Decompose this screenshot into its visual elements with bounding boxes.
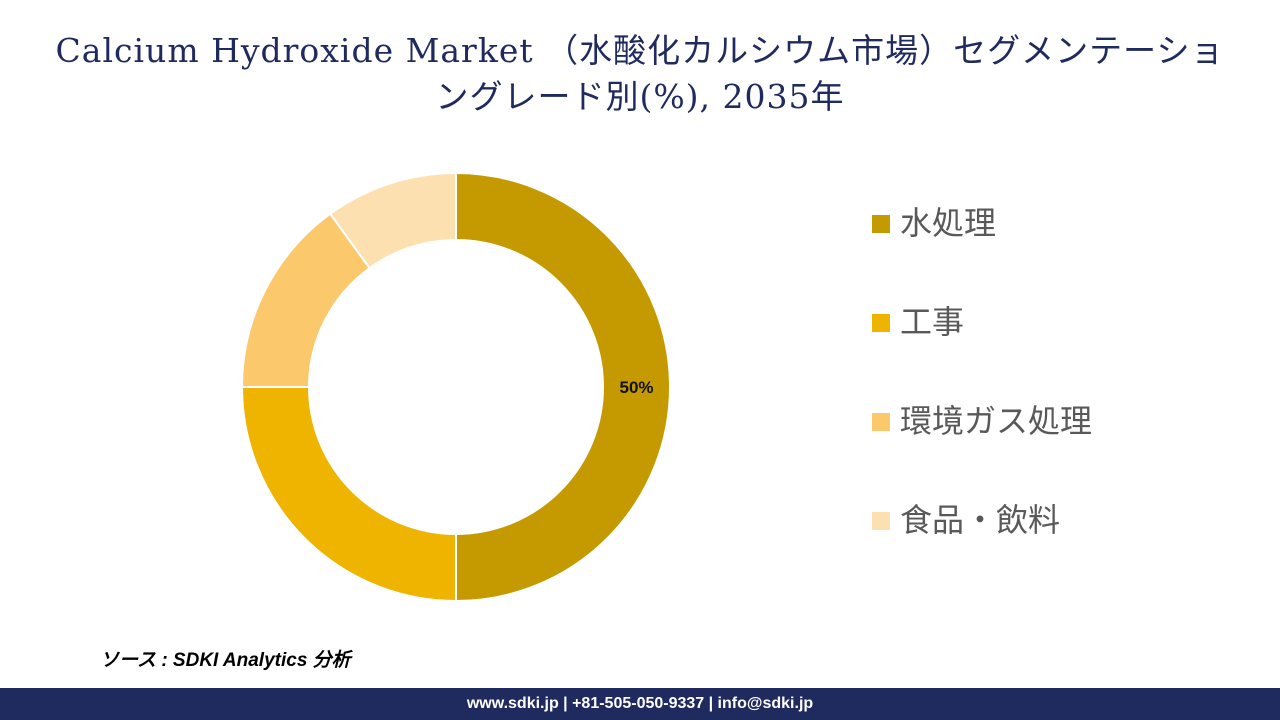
legend-swatch: [872, 215, 890, 233]
donut-slice-4: [328, 171, 457, 270]
donut-slice-2: [240, 386, 457, 603]
legend-item-1: 水処理: [872, 200, 1252, 299]
legend-label: 環境ガス処理: [900, 402, 1093, 440]
source-note: ソース : SDKI Analytics 分析: [100, 650, 351, 671]
legend-label: 工事: [900, 303, 965, 341]
chart-legend: 水処理工事環境ガス処理 食品・飲料: [872, 200, 1252, 596]
donut-slice-1: [455, 171, 671, 603]
legend-swatch: [872, 413, 890, 431]
legend-label: 食品・飲料: [900, 501, 1061, 539]
legend-swatch: [872, 512, 890, 530]
data-label-1: 50%: [619, 378, 653, 397]
chart-title: Calcium Hydroxide Market （水酸化カルシウム市場）セグメ…: [55, 31, 1225, 116]
legend-item-4: 食品・飲料: [872, 497, 1252, 596]
footer-contact-bar: www.sdki.jp | +81-505-050-9337 | info@sd…: [0, 688, 1280, 720]
legend-label: 水処理: [900, 204, 997, 242]
legend-swatch: [872, 314, 890, 332]
legend-item-2: 工事: [872, 299, 1252, 398]
legend-item-3: 環境ガス処理: [872, 398, 1252, 497]
